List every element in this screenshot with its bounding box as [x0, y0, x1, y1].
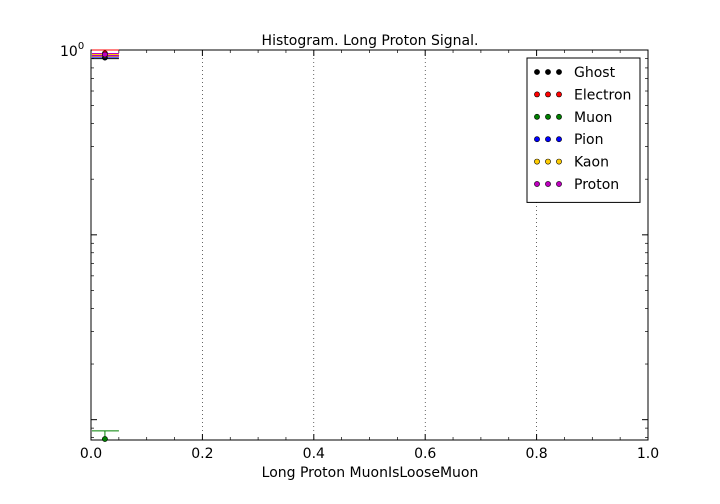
legend-marker: [545, 69, 551, 75]
legend-marker: [556, 91, 562, 98]
legend-marker: [534, 113, 540, 120]
legend-entry-ghost: Ghost: [534, 65, 616, 81]
legend-marker: [556, 113, 562, 120]
marker: [102, 436, 108, 442]
legend-label: Electron: [574, 87, 631, 103]
legend-marker: [534, 181, 540, 187]
legend-marker: [545, 91, 551, 98]
legend-entry-proton: Proton: [534, 177, 619, 193]
y-tick-exponent: 0: [78, 41, 84, 52]
legend-marker: [534, 158, 540, 165]
grid-lines: [202, 50, 537, 440]
legend-marker: [556, 69, 562, 75]
x-tick-label: 0.0: [80, 446, 102, 462]
axis-ticks: [90, 49, 649, 440]
legend-entry-muon: Muon: [534, 110, 612, 126]
legend-marker: [545, 136, 551, 143]
x-tick-label: 0.6: [414, 446, 436, 462]
y-tick-label: 100: [60, 41, 84, 60]
legend-label: Ghost: [574, 65, 616, 81]
x-tick-labels: 0.0 0.2 0.4 0.6 0.8 1.0: [80, 446, 659, 462]
x-tick-label: 1.0: [637, 446, 659, 462]
legend: Ghost Electron Muon Pion Kaon Proton: [526, 57, 641, 203]
legend-marker: [556, 181, 562, 187]
legend-marker: [534, 136, 540, 143]
legend-label: Pion: [574, 132, 603, 148]
data-point-proton: [92, 51, 119, 58]
legend-entry-pion: Pion: [534, 132, 603, 148]
legend-marker: [545, 113, 551, 120]
legend-marker: [545, 181, 551, 187]
legend-marker: [534, 91, 540, 98]
x-tick-label: 0.8: [525, 446, 547, 462]
data-points: [92, 49, 119, 442]
legend-label: Proton: [574, 177, 619, 193]
x-tick-label: 0.2: [191, 446, 213, 462]
legend-marker: [556, 158, 562, 165]
legend-marker: [556, 136, 562, 143]
y-tick-base: 10: [60, 44, 78, 60]
legend-box: [526, 57, 641, 203]
legend-label: Muon: [574, 110, 612, 126]
legend-marker: [545, 158, 551, 165]
legend-entry-electron: Electron: [534, 87, 631, 103]
data-point-muon: [92, 430, 119, 442]
legend-label: Kaon: [574, 155, 609, 171]
chart-title: Histogram. Long Proton Signal.: [262, 33, 479, 49]
legend-marker: [534, 69, 540, 75]
legend-entry-kaon: Kaon: [534, 155, 609, 171]
x-axis-label: Long Proton MuonIsLooseMuon: [262, 465, 479, 481]
marker: [102, 51, 108, 58]
x-tick-label: 0.4: [303, 446, 325, 462]
